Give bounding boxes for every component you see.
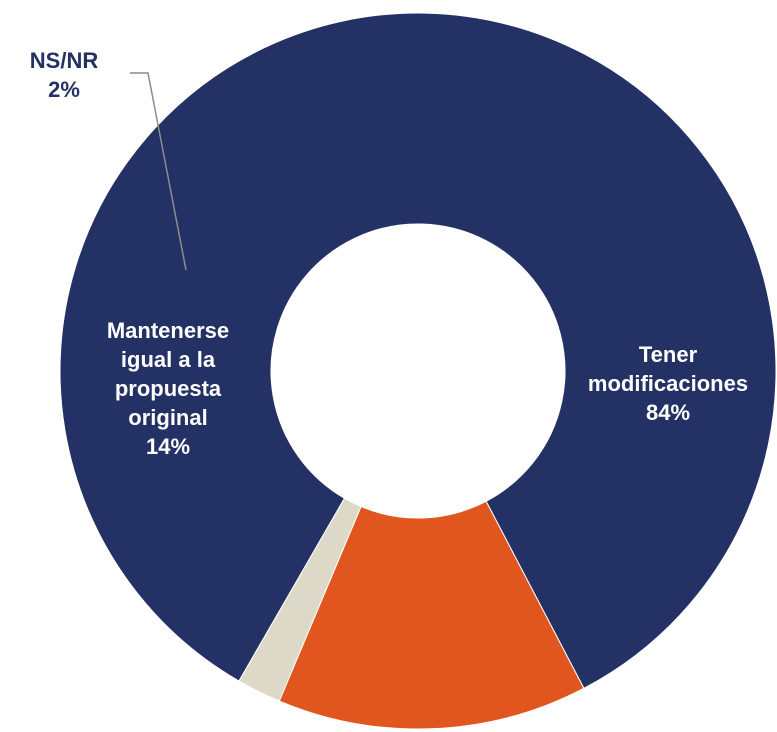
- ns-nr-leader-line: [130, 72, 187, 271]
- slice-ns-nr: [238, 497, 362, 702]
- slice-mantenerse-igual-a-la-propuesta-original: [278, 500, 585, 730]
- data-label-tener-modificaciones: Tener modificaciones 84%: [588, 342, 748, 425]
- data-label-mantenerse-igual-a-la-propuesta-original: Mantenerse igual a la propuesta original 14%: [107, 318, 229, 459]
- slice-tener-modificaciones: [59, 12, 777, 689]
- data-label-ns-nr: NS/NR 2%: [30, 48, 99, 102]
